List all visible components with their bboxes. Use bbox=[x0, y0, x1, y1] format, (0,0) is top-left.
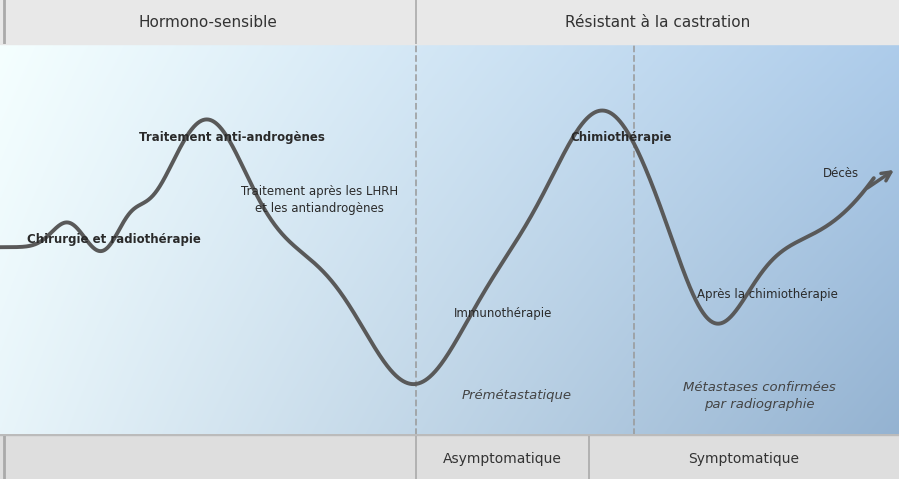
Text: Traitement après les LHRH
et les antiandrogènes: Traitement après les LHRH et les antiand… bbox=[241, 185, 397, 216]
Text: Prémétastatique: Prémétastatique bbox=[462, 389, 572, 402]
Text: Métastases confirmées
par radiographie: Métastases confirmées par radiographie bbox=[683, 381, 836, 411]
Text: Chirurgie et radiothérapie: Chirurgie et radiothérapie bbox=[27, 233, 200, 246]
Text: Immunothérapie: Immunothérapie bbox=[454, 307, 552, 320]
Text: Chimiothérapie: Chimiothérapie bbox=[571, 131, 672, 144]
Text: Hormono-sensible: Hormono-sensible bbox=[138, 14, 278, 30]
Text: Asymptomatique: Asymptomatique bbox=[443, 452, 562, 466]
Text: Après la chimiothérapie: Après la chimiothérapie bbox=[697, 288, 838, 301]
Text: Décès: Décès bbox=[823, 167, 859, 180]
Text: Traitement anti-androgènes: Traitement anti-androgènes bbox=[139, 131, 325, 144]
Text: Résistant à la castration: Résistant à la castration bbox=[565, 14, 751, 30]
Text: Symptomatique: Symptomatique bbox=[689, 452, 799, 466]
